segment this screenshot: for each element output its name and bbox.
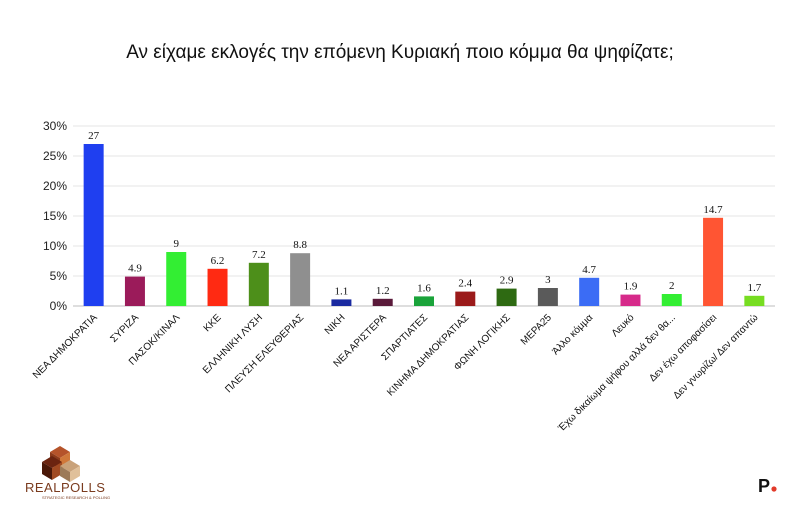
bar bbox=[290, 253, 311, 306]
logo-text: REALPOLLS bbox=[25, 480, 105, 495]
x-tick-label: ΚΚΕ bbox=[202, 312, 224, 334]
bar bbox=[579, 277, 600, 306]
bar bbox=[248, 262, 269, 306]
data-label: 3 bbox=[545, 274, 551, 286]
data-label: 14.7 bbox=[703, 204, 723, 216]
bar bbox=[414, 296, 434, 306]
y-tick-label: 20% bbox=[43, 179, 67, 193]
x-tick-label: Λευκό bbox=[609, 311, 637, 339]
data-label: 2.9 bbox=[500, 275, 514, 287]
data-label: 1.6 bbox=[417, 282, 431, 294]
x-tick-label: ΜΕΡΑ25 bbox=[519, 312, 554, 347]
data-label: 4.7 bbox=[582, 264, 596, 276]
brand-mark-letter: P bbox=[758, 476, 770, 496]
data-labels: 27 4.9 9 6.2 7.2 8.8 1.1 1.2 1.6 2.4 2.9 3 4.7 1.9 2 14… bbox=[88, 130, 762, 297]
y-tick-label: 30% bbox=[43, 119, 67, 133]
realpolls-logo: REALPOLLS STRATEGIC RESEARCH & POLLING bbox=[25, 446, 110, 500]
y-tick-label: 25% bbox=[43, 149, 67, 163]
data-label: 1.1 bbox=[335, 285, 349, 297]
logo-subtext: STRATEGIC RESEARCH & POLLING bbox=[42, 495, 110, 500]
bar bbox=[124, 276, 145, 306]
data-label: 1.9 bbox=[624, 281, 638, 293]
data-label: 4.9 bbox=[128, 263, 142, 275]
bar bbox=[537, 288, 558, 306]
bars bbox=[83, 144, 765, 306]
x-tick-label: ΠΛΕΥΣΗ ΕΛΕΥΘΕΡΙΑΣ bbox=[223, 312, 306, 395]
x-tick-label: ΝΙΚΗ bbox=[323, 312, 348, 337]
data-label: 2 bbox=[669, 280, 675, 292]
y-tick-label: 5% bbox=[50, 269, 68, 283]
bar bbox=[661, 294, 682, 306]
x-tick-label: Άλλο κόμμα bbox=[550, 311, 596, 357]
bar bbox=[455, 291, 476, 306]
bar bbox=[496, 288, 517, 306]
data-label: 9 bbox=[173, 238, 179, 250]
y-tick-label: 10% bbox=[43, 239, 67, 253]
x-tick-label: Δεν έχω αποφασίσει bbox=[647, 312, 720, 385]
bar bbox=[207, 268, 228, 306]
data-label: 7.2 bbox=[252, 249, 266, 261]
data-label: 6.2 bbox=[211, 255, 225, 267]
x-tick-label: Δεν γνωρίζω/ Δεν απαντώ bbox=[671, 312, 761, 402]
y-tick-label: 0% bbox=[50, 299, 68, 313]
data-label: 1.7 bbox=[747, 282, 761, 294]
logo-cubes-icon bbox=[42, 446, 80, 482]
bar bbox=[620, 294, 641, 306]
data-label: 27 bbox=[88, 130, 100, 142]
gridlines bbox=[73, 125, 775, 307]
data-label: 8.8 bbox=[293, 239, 307, 251]
data-label: 2.4 bbox=[458, 278, 472, 290]
x-tick-label: ΚΙΝΗΜΑ ΔΗΜΟΚΡΑΤΙΑΣ bbox=[385, 312, 471, 398]
brand-mark-dot bbox=[771, 486, 777, 492]
bar bbox=[166, 252, 187, 306]
y-axis: 0% 5% 10% 15% 20% 25% 30% bbox=[43, 119, 67, 313]
data-label: 1.2 bbox=[376, 285, 390, 297]
x-tick-label: ΣΥΡΙΖΑ bbox=[108, 312, 141, 345]
brand-mark: P bbox=[758, 476, 777, 496]
bar bbox=[744, 295, 765, 306]
bar bbox=[372, 298, 393, 306]
bar bbox=[83, 144, 104, 306]
x-tick-label: ΝΕΑ ΔΗΜΟΚΡΑΤΙΑ bbox=[31, 312, 100, 381]
bar bbox=[703, 217, 724, 306]
y-tick-label: 15% bbox=[43, 209, 67, 223]
bar bbox=[331, 299, 352, 306]
chart-title: Αν είχαμε εκλογές την επόμενη Κυριακή πο… bbox=[126, 42, 674, 63]
